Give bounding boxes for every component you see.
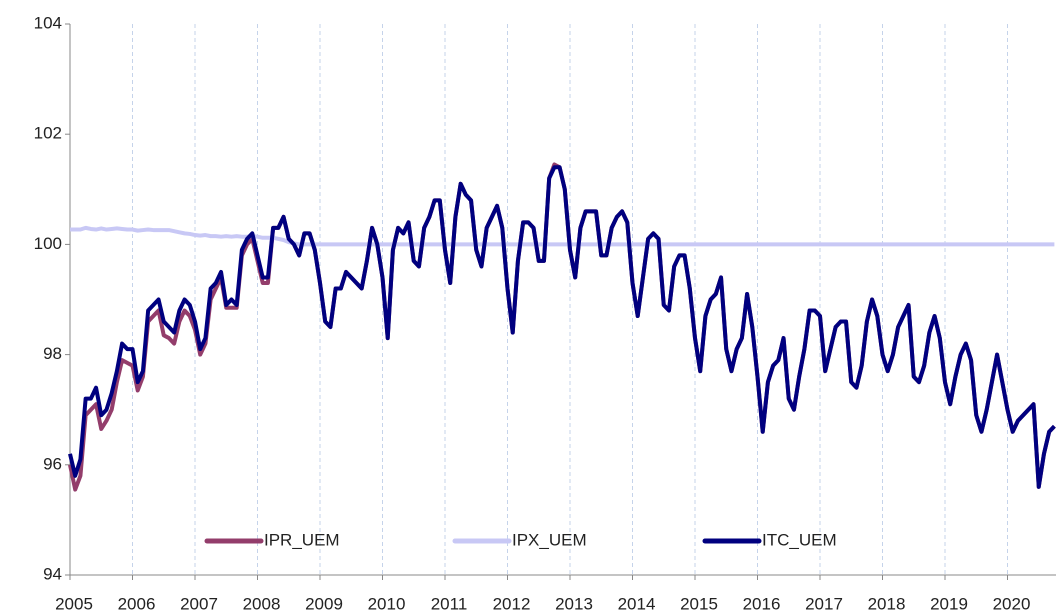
x-tick-label: 2018: [868, 594, 906, 613]
x-tick-label: 2006: [118, 594, 156, 613]
legend-label: ITC_UEM: [762, 530, 837, 549]
y-tick-label: 98: [43, 344, 62, 363]
y-tick-label: 104: [34, 13, 62, 32]
x-tick-label: 2017: [805, 594, 843, 613]
y-tick-label: 96: [43, 454, 62, 473]
x-tick-label: 2007: [180, 594, 218, 613]
y-tick-label: 100: [34, 234, 62, 253]
x-tick-label: 2010: [368, 594, 406, 613]
legend-label: IPX_UEM: [512, 530, 587, 549]
x-tick-label: 2011: [431, 594, 468, 613]
y-tick-label: 102: [34, 124, 62, 143]
legend-label: IPR_UEM: [264, 530, 340, 549]
x-tick-label: 2019: [930, 594, 968, 613]
x-tick-label: 2012: [493, 594, 531, 613]
y-tick-label: 94: [43, 564, 62, 583]
x-tick-label: 2015: [680, 594, 718, 613]
x-tick-label: 2020: [993, 594, 1031, 613]
x-tick-label: 2009: [305, 594, 343, 613]
series-line: [70, 225, 1055, 247]
series-line: [68, 165, 1056, 489]
x-tick-label: 2014: [618, 594, 656, 613]
x-tick-label: 2013: [555, 594, 593, 613]
x-tick-label: 2008: [243, 594, 281, 613]
x-tick-label: 2016: [743, 594, 781, 613]
series-line: [68, 162, 1056, 492]
x-tick-label: 2005: [55, 594, 93, 613]
